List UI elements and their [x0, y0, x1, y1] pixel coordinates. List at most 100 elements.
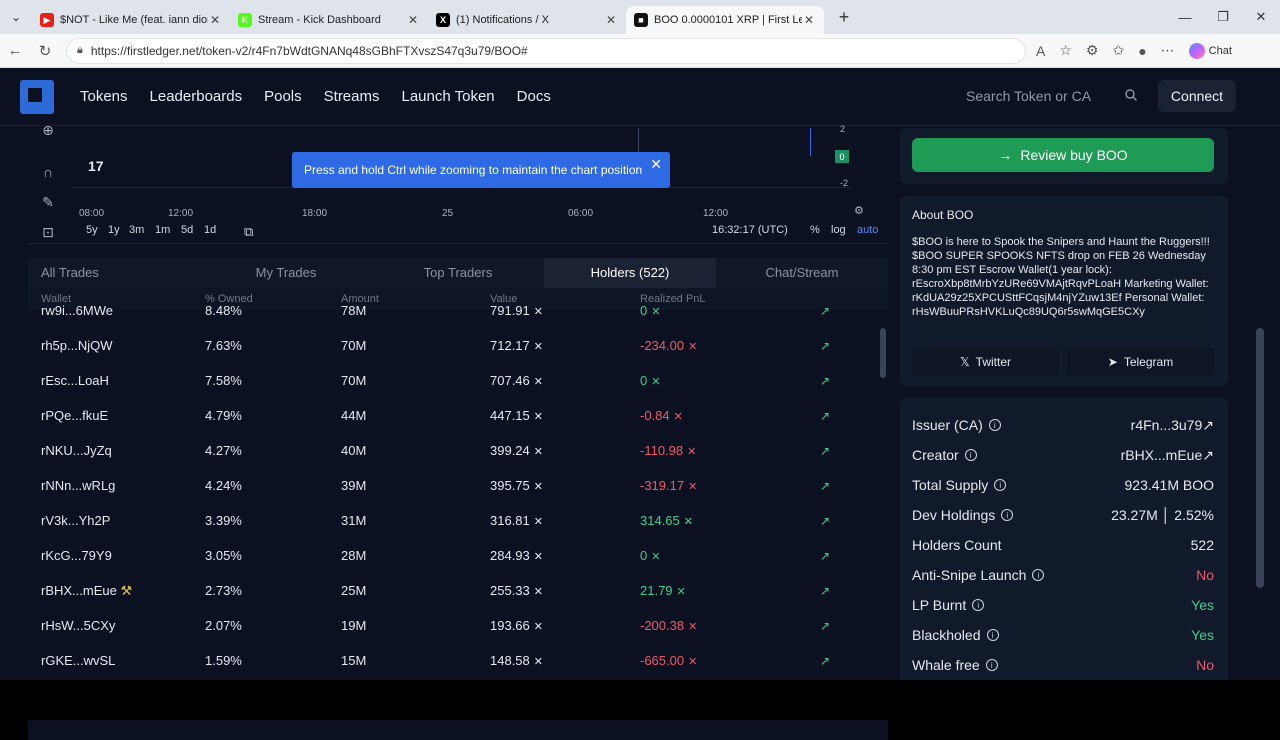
external-link-icon[interactable]: ↗: [820, 373, 831, 388]
external-link-icon[interactable]: ↗: [820, 408, 831, 423]
tab-close-icon[interactable]: ✕: [605, 13, 617, 27]
wallet-address[interactable]: rGKE...wvSL: [28, 653, 205, 668]
wallet-address[interactable]: rh5p...NjQW: [28, 338, 205, 353]
external-link-icon[interactable]: ↗: [820, 583, 831, 598]
page-scrollbar[interactable]: [1256, 198, 1264, 678]
nav-link-streams[interactable]: Streams: [323, 88, 380, 105]
wallet-address[interactable]: rBHX...mEue ⚒: [28, 583, 205, 599]
favorites-icon[interactable]: ✩: [1112, 42, 1125, 58]
nav-link-pools[interactable]: Pools: [264, 88, 302, 105]
info-value[interactable]: r4Fn...3u79↗: [1131, 417, 1214, 434]
range-5d[interactable]: 5d: [181, 224, 194, 236]
wallet-address[interactable]: rNNn...wRLg: [28, 478, 205, 493]
copilot-button[interactable]: Chat: [1188, 42, 1232, 59]
wallet-address[interactable]: rEsc...LoaH: [28, 373, 205, 388]
extension-icon[interactable]: ⚙: [1085, 42, 1099, 58]
info-icon[interactable]: i: [988, 419, 1001, 431]
tab-top-traders[interactable]: Top Traders: [423, 265, 493, 280]
column-header[interactable]: Realized PnL: [640, 293, 706, 305]
external-link-icon[interactable]: ↗: [820, 618, 831, 633]
more-menu-icon[interactable]: ⋯: [1160, 42, 1175, 58]
external-link-icon[interactable]: ↗: [820, 513, 831, 528]
tab-close-icon[interactable]: ✕: [803, 13, 815, 27]
external-link-icon[interactable]: ↗: [1202, 416, 1214, 433]
wallet-address[interactable]: rNKU...JyZq: [28, 443, 205, 458]
toast-close-icon[interactable]: ✕: [650, 156, 662, 172]
tab-search-icon[interactable]: ⌄: [10, 10, 22, 24]
info-icon[interactable]: i: [964, 449, 977, 461]
new-tab-button[interactable]: +: [838, 6, 850, 27]
twitter-button[interactable]: 𝕏 Twitter: [912, 348, 1059, 376]
minimize-icon[interactable]: —: [1178, 9, 1192, 25]
external-link-icon[interactable]: ↗: [820, 653, 831, 668]
wallet-address[interactable]: rKcG...79Y9: [28, 548, 205, 563]
log-toggle[interactable]: log: [831, 224, 846, 236]
connect-button[interactable]: Connect: [1158, 80, 1236, 112]
wallet-address[interactable]: rHsW...5CXy: [28, 618, 205, 633]
back-icon[interactable]: ←: [7, 42, 23, 59]
browser-tab[interactable]: ▶ $NOT - Like Me (feat. iann dior) [O✕: [32, 6, 230, 34]
tradingview-logo[interactable]: 17: [88, 158, 104, 174]
lock-icon[interactable]: ⊡: [42, 224, 54, 240]
range-5y[interactable]: 5y: [86, 224, 98, 236]
info-icon[interactable]: i: [1032, 569, 1045, 581]
percent-toggle[interactable]: %: [810, 224, 820, 236]
wallet-address[interactable]: rPQe...fkuE: [28, 408, 205, 423]
range-1d[interactable]: 1d: [204, 224, 217, 236]
nav-link-tokens[interactable]: Tokens: [80, 88, 128, 105]
info-icon[interactable]: i: [985, 659, 998, 671]
search-icon[interactable]: [1124, 88, 1138, 102]
browser-tab[interactable]: ■ BOO 0.0000101 XRP | First Ledger✕: [626, 6, 824, 34]
telegram-button[interactable]: ➤ Telegram: [1067, 348, 1214, 376]
holders-scrollbar[interactable]: [880, 298, 886, 738]
external-link-icon[interactable]: ↗: [820, 338, 831, 353]
external-link-icon[interactable]: ↗: [820, 303, 831, 318]
profile-icon[interactable]: ●: [1138, 42, 1147, 59]
column-header[interactable]: Value: [490, 293, 518, 305]
auto-toggle[interactable]: auto: [857, 224, 879, 236]
external-link-icon[interactable]: ↗: [820, 478, 831, 493]
range-3m[interactable]: 3m: [129, 224, 145, 236]
close-window-icon[interactable]: ✕: [1255, 9, 1267, 24]
info-icon[interactable]: i: [994, 479, 1007, 491]
info-value[interactable]: rBHX...mEue↗: [1121, 447, 1214, 464]
info-icon[interactable]: i: [972, 599, 985, 611]
tab-chat-stream[interactable]: Chat/Stream: [765, 265, 839, 280]
wallet-address[interactable]: rw9i...6MWe: [28, 303, 205, 318]
wallet-address[interactable]: rV3k...Yh2P: [28, 513, 205, 528]
tab-close-icon[interactable]: ✕: [209, 13, 221, 27]
tab-all-trades[interactable]: All Trades: [41, 265, 99, 280]
external-link-icon[interactable]: ↗: [820, 548, 831, 563]
maximize-icon[interactable]: ❐: [1217, 9, 1229, 24]
external-link-icon[interactable]: ↗: [1202, 446, 1214, 463]
browser-tab[interactable]: X (1) Notifications / X ✕: [428, 6, 626, 34]
date-range-icon[interactable]: ⧉: [244, 224, 254, 239]
price-chart[interactable]: ⊕ ∩ ✎ ⊡ 17 08:00 12:00 18:00 25 06:00 12:00 2…: [28, 122, 888, 244]
nav-link-leaderboards[interactable]: Leaderboards: [149, 88, 243, 105]
chart-settings-icon[interactable]: ⚙: [854, 205, 864, 217]
first-ledger-logo[interactable]: [20, 79, 54, 114]
external-link-icon[interactable]: ↗: [820, 443, 831, 458]
column-header[interactable]: % Owned: [205, 293, 253, 305]
nav-link-launch-token[interactable]: Launch Token: [401, 88, 495, 105]
search-input[interactable]: Search Token or CA: [966, 88, 1092, 104]
read-aloud-icon[interactable]: A: [1036, 42, 1046, 59]
column-header[interactable]: Amount: [341, 293, 379, 305]
reload-icon[interactable]: ↻: [38, 42, 52, 60]
info-icon[interactable]: i: [1001, 509, 1014, 521]
tab-my-trades[interactable]: My Trades: [255, 265, 317, 280]
review-buy-button[interactable]: → Review buy BOO: [912, 138, 1214, 172]
tab-holders[interactable]: Holders (522): [544, 258, 716, 288]
range-1y[interactable]: 1y: [108, 224, 120, 236]
info-icon[interactable]: i: [986, 629, 999, 641]
column-header[interactable]: Wallet: [41, 293, 72, 305]
draw-pencil-icon[interactable]: ✎: [42, 194, 54, 210]
site-info-icon[interactable]: 🔒︎: [77, 44, 83, 56]
favorite-star-icon[interactable]: ☆: [1059, 42, 1072, 58]
browser-tab[interactable]: K Stream - Kick Dashboard ✕: [230, 6, 428, 34]
tab-close-icon[interactable]: ✕: [407, 13, 419, 27]
magnet-icon[interactable]: ∩: [42, 164, 54, 180]
nav-link-docs[interactable]: Docs: [516, 88, 551, 105]
zoom-in-icon[interactable]: ⊕: [42, 122, 54, 138]
range-1m[interactable]: 1m: [155, 224, 171, 236]
